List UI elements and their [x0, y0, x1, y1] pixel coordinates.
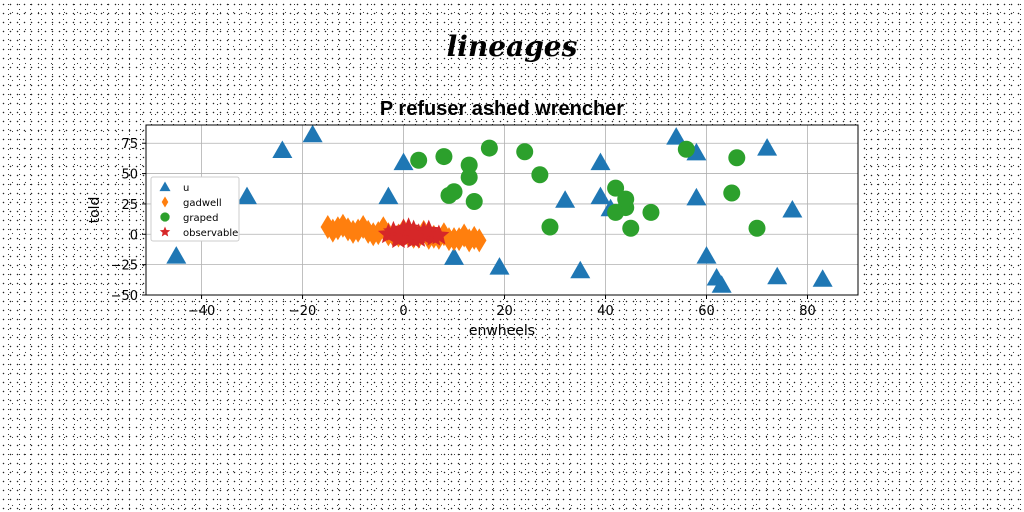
legend-marker-graped: [160, 212, 170, 222]
point-u: [782, 200, 803, 218]
axis-ticks: −40 −20 0 20 40 60 80 −50 −25 0 25 50 75: [111, 137, 816, 319]
y-tick-label: −50: [111, 289, 138, 304]
point-graped: [445, 183, 463, 201]
point-u: [555, 190, 576, 208]
point-graped: [435, 148, 453, 166]
point-graped: [748, 219, 766, 237]
point-u: [812, 269, 833, 287]
plot-frame: [145, 124, 859, 296]
x-tick-label: 40: [597, 304, 614, 319]
legend-label: gadwell: [183, 198, 222, 209]
point-graped: [541, 218, 559, 236]
point-u: [570, 260, 591, 279]
point-graped: [410, 151, 428, 169]
point-u: [696, 246, 717, 264]
point-u: [590, 186, 611, 205]
x-tick-label: −40: [188, 304, 215, 319]
point-graped: [480, 139, 498, 157]
point-observable: [408, 226, 430, 247]
point-u: [302, 124, 323, 143]
point-graped: [465, 193, 483, 210]
legend-marker-gadwell: [161, 196, 169, 208]
point-graped: [607, 179, 625, 197]
point-graped: [642, 203, 660, 221]
x-tick-label: −20: [289, 304, 316, 319]
y-tick-label: −25: [111, 259, 138, 274]
legend-marker-observable: [159, 226, 171, 237]
point-gadwell: [467, 225, 482, 250]
y-axis-label: told: [87, 197, 103, 224]
x-tick-label: 20: [496, 304, 513, 319]
y-tick-label: 75: [121, 137, 138, 152]
point-graped: [516, 143, 534, 161]
legend: u gadwell graped observable: [150, 176, 240, 242]
point-graped: [460, 156, 478, 174]
x-tick-label: 60: [698, 304, 715, 319]
point-u: [393, 152, 414, 171]
legend-marker-u: [159, 181, 171, 192]
point-u: [757, 138, 778, 156]
point-u: [444, 247, 465, 265]
point-u: [166, 246, 187, 264]
legend-label: observable: [183, 228, 238, 239]
y-tick-label: 25: [121, 198, 138, 213]
point-graped: [617, 190, 635, 208]
point-u: [711, 275, 732, 293]
point-observable: [388, 228, 409, 249]
point-u: [378, 186, 399, 205]
y-tick-label: 0: [130, 228, 138, 243]
chart-title: P refuser ashed wrencher: [380, 98, 624, 120]
point-graped: [677, 140, 695, 158]
point-u: [272, 140, 293, 158]
legend-label: graped: [183, 213, 218, 224]
legend-box: [150, 176, 240, 242]
data-marks: [166, 124, 833, 293]
x-tick-label: 0: [399, 304, 407, 319]
point-observable: [403, 223, 425, 244]
point-gadwell: [355, 215, 371, 239]
point-u: [767, 266, 788, 285]
point-u: [236, 186, 257, 205]
point-observable: [428, 224, 450, 245]
point-u: [489, 257, 510, 275]
point-u: [686, 187, 707, 206]
point-u: [666, 127, 687, 145]
y-tick-label: 50: [121, 168, 138, 183]
point-gadwell: [456, 223, 472, 248]
figure-suptitle: lineages: [446, 30, 578, 63]
x-axis-label: enwheels: [469, 323, 535, 339]
point-graped: [460, 168, 478, 186]
point-gadwell: [335, 213, 351, 238]
point-graped: [622, 219, 640, 237]
x-tick-label: 80: [799, 304, 816, 319]
point-graped: [728, 149, 746, 167]
point-graped: [531, 166, 549, 184]
legend-label: u: [183, 183, 189, 194]
point-graped: [723, 184, 741, 202]
point-u: [590, 152, 611, 171]
